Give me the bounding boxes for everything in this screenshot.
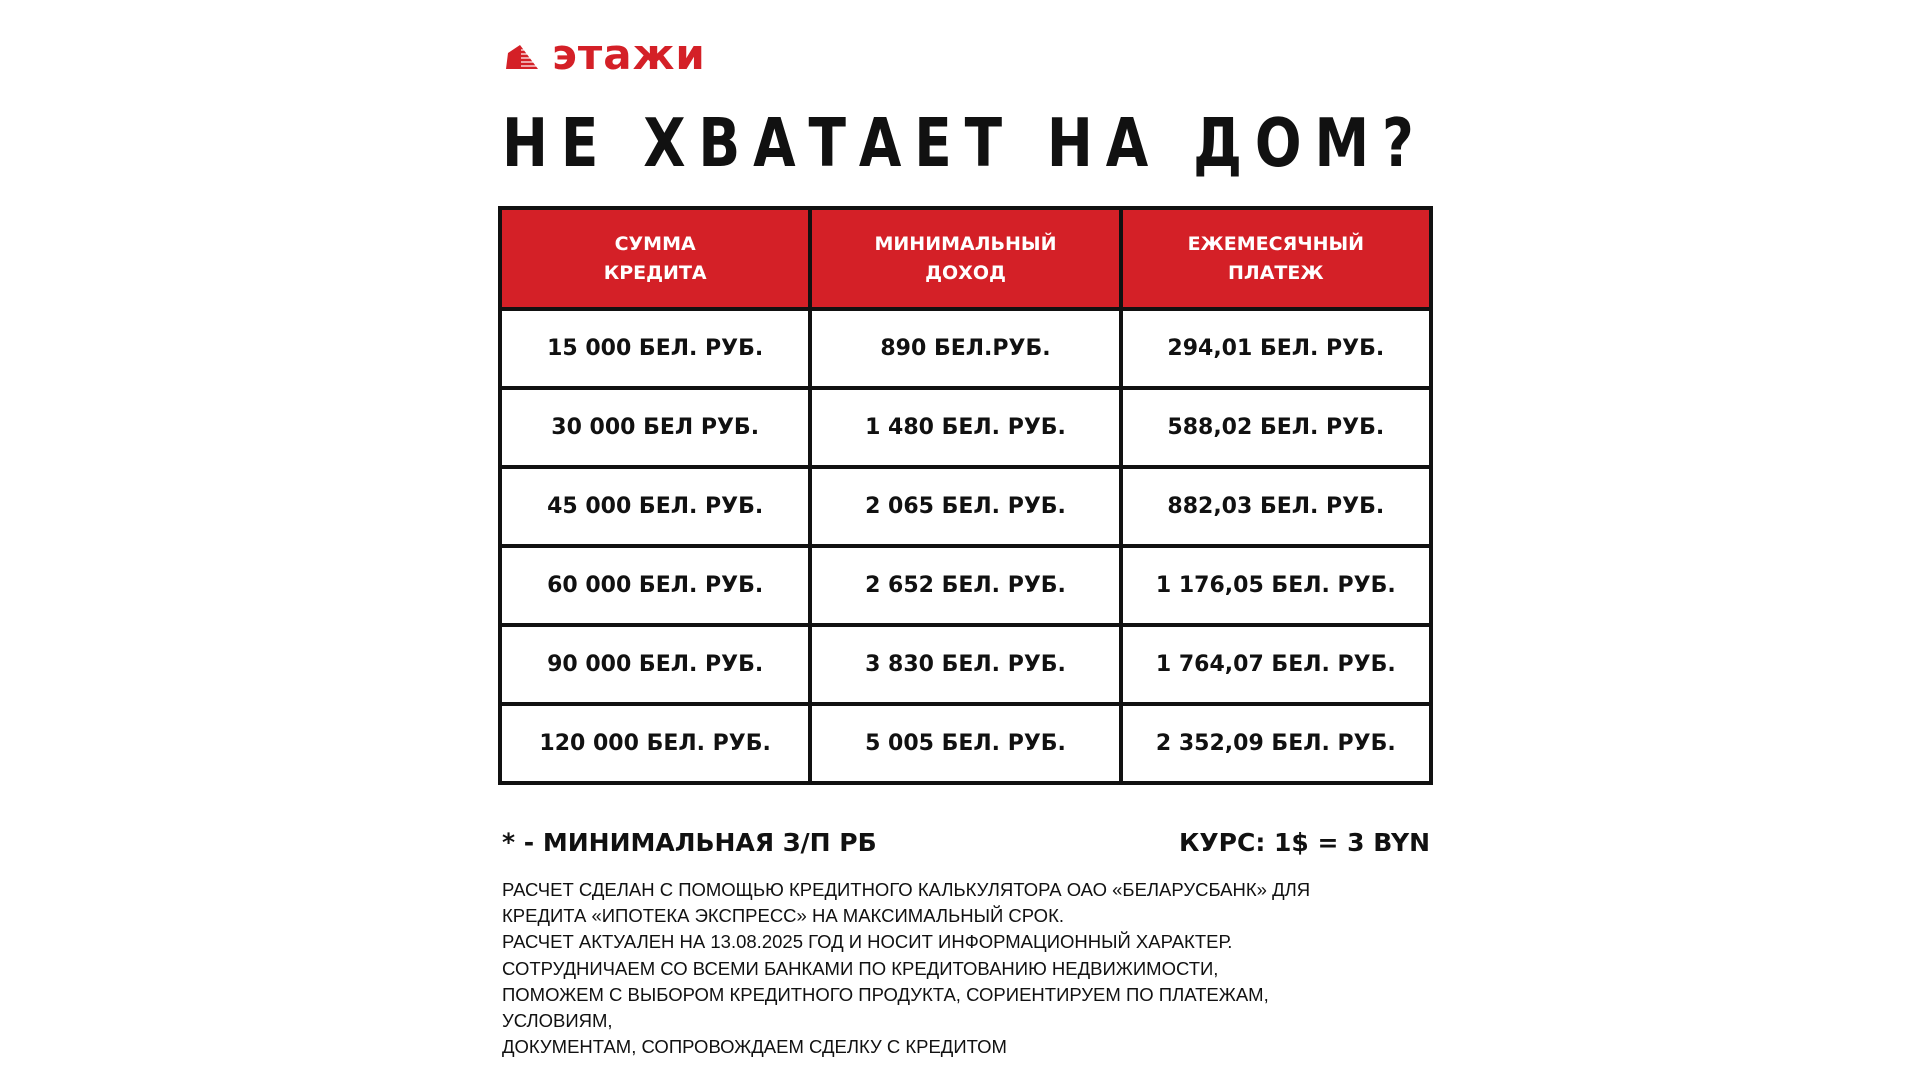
header-monthly-payment: ЕЖЕМЕСЯЧНЫЙ ПЛАТЕЖ bbox=[1118, 206, 1434, 311]
disclaimer-line: РАСЧЕТ СДЕЛАН С ПОМОЩЬЮ КРЕДИТНОГО КАЛЬК… bbox=[502, 879, 1311, 900]
brand-logo: этажи bbox=[504, 34, 706, 76]
table-cell: 882,03 БЕЛ. РУБ. bbox=[1118, 465, 1434, 548]
table-cell: 90 000 БЕЛ. РУБ. bbox=[497, 623, 813, 706]
table-cell: 3 830 БЕЛ. РУБ. bbox=[808, 623, 1123, 706]
loan-table: СУММА КРЕДИТА МИНИМАЛЬНЫЙ ДОХОД ЕЖЕМЕСЯЧНЫ… bbox=[497, 206, 1434, 785]
table-cell: 45 000 БЕЛ. РУБ. bbox=[497, 465, 813, 548]
disclaimer: РАСЧЕТ СДЕЛАН С ПОМОЩЬЮ КРЕДИТНОГО КАЛЬК… bbox=[502, 877, 1442, 1060]
disclaimer-line: ДОКУМЕНТАМ, СОПРОВОЖДАЕМ СДЕЛКУ С КРЕДИТ… bbox=[502, 1036, 1007, 1058]
table-cell: 1 480 БЕЛ. РУБ. bbox=[808, 386, 1123, 469]
table-cell: 588,02 БЕЛ. РУБ. bbox=[1118, 386, 1434, 469]
table-row: 120 000 БЕЛ. РУБ. 5 005 БЕЛ. РУБ. 2 352,09… bbox=[497, 702, 1434, 785]
disclaimer-line: РАСЧЕТ АКТУАЛЕН НА 13.08.2025 ГОД И НОСИ… bbox=[502, 931, 1233, 953]
table-row: 45 000 БЕЛ. РУБ. 2 065 БЕЛ. РУБ. 882,03 БЕ… bbox=[497, 465, 1434, 548]
table-cell: 60 000 БЕЛ. РУБ. bbox=[497, 544, 813, 627]
disclaimer-line: ПОМОЖЕМ С ВЫБОРОМ КРЕДИТНОГО ПРОДУКТА, С… bbox=[502, 983, 1269, 1005]
building-icon bbox=[506, 45, 538, 69]
disclaimer-line: СОТРУДНИЧАЕМ СО ВСЕМИ БАНКАМИ ПО КРЕДИТО… bbox=[502, 957, 1219, 979]
header-text: КРЕДИТА bbox=[603, 261, 707, 284]
table-cell: 120 000 БЕЛ. РУБ. bbox=[497, 702, 813, 785]
disclaimer-line: КРЕДИТА «ИПОТЕКА ЭКСПРЕСС» НА МАКСИМАЛЬН… bbox=[502, 905, 1064, 927]
table-cell: 15 000 БЕЛ. РУБ. bbox=[497, 307, 813, 390]
disclaimer-line: УСЛОВИЯМ, bbox=[502, 1010, 613, 1032]
table-cell: 1 176,05 БЕЛ. РУБ. bbox=[1118, 544, 1434, 627]
table-cell: 2 652 БЕЛ. РУБ. bbox=[808, 544, 1123, 627]
header-min-income: МИНИМАЛЬНЫЙ ДОХОД bbox=[808, 206, 1123, 311]
table-header-row: СУММА КРЕДИТА МИНИМАЛЬНЫЙ ДОХОД ЕЖЕМЕСЯЧНЫ… bbox=[497, 206, 1434, 311]
table-row: 60 000 БЕЛ. РУБ. 2 652 БЕЛ. РУБ. 1 176,05 … bbox=[497, 544, 1434, 627]
table-cell: 1 764,07 БЕЛ. РУБ. bbox=[1118, 623, 1434, 706]
table-cell: 2 352,09 БЕЛ. РУБ. bbox=[1118, 702, 1434, 785]
table-row: 30 000 БЕЛ РУБ. 1 480 БЕЛ. РУБ. 588,02 БЕЛ… bbox=[497, 386, 1434, 469]
table-cell: 294,01 БЕЛ. РУБ. bbox=[1118, 307, 1434, 390]
page-title: НЕ ХВАТАЕТ НА ДОМ? bbox=[502, 104, 1427, 183]
header-text: ПЛАТЕЖ bbox=[1228, 261, 1324, 284]
header-text: ЕЖЕМЕСЯЧНЫЙ bbox=[1187, 232, 1365, 255]
header-text: ДОХОД bbox=[925, 261, 1006, 284]
header-text: СУММА bbox=[614, 232, 696, 255]
table-cell: 5 005 БЕЛ. РУБ. bbox=[808, 702, 1123, 785]
brand-name: этажи bbox=[552, 30, 706, 79]
table-row: 15 000 БЕЛ. РУБ. 890 БЕЛ.РУБ. 294,01 БЕЛ. … bbox=[497, 307, 1434, 390]
table-cell: 2 065 БЕЛ. РУБ. bbox=[808, 465, 1123, 548]
exchange-rate: КУРС: 1$ = 3 BYN bbox=[1178, 828, 1430, 857]
header-loan-amount: СУММА КРЕДИТА bbox=[497, 206, 813, 311]
table-cell: 30 000 БЕЛ РУБ. bbox=[497, 386, 813, 469]
table-cell: 890 БЕЛ.РУБ. bbox=[808, 307, 1123, 390]
header-text: МИНИМАЛЬНЫЙ bbox=[874, 232, 1057, 255]
footnote: * - МИНИМАЛЬНАЯ З/П РБ bbox=[502, 828, 877, 857]
table-row: 90 000 БЕЛ. РУБ. 3 830 БЕЛ. РУБ. 1 764,07 … bbox=[497, 623, 1434, 706]
